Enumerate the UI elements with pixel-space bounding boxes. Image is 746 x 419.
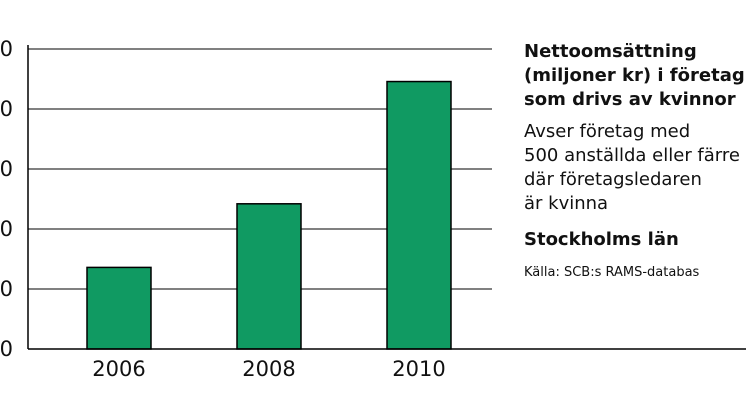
region-label: Stockholms län (524, 229, 679, 250)
y-tick-label: 0 (0, 337, 13, 361)
x-tick-label: 2006 (92, 357, 145, 381)
bar (236, 203, 302, 350)
y-tick-label: 00 (0, 37, 13, 61)
y-tick-label: 00 (0, 97, 13, 121)
y-tick-label: 00 (0, 217, 13, 241)
axes (27, 45, 746, 350)
tick-labels: 00000000000200620082010 (0, 37, 446, 381)
bar (386, 80, 452, 350)
y-tick-label: 00 (0, 277, 13, 301)
x-tick-label: 2008 (242, 357, 295, 381)
side-panel: Nettoomsättning (miljoner kr) i företag … (524, 40, 746, 282)
x-tick-label: 2010 (392, 357, 445, 381)
bars (86, 80, 452, 350)
y-tick-label: 00 (0, 157, 13, 181)
chart-description: Avser företag med 500 anställda eller fä… (524, 121, 740, 214)
source-note: Källa: SCB:s RAMS-databas (524, 265, 700, 280)
chart-title: Nettoomsättning (miljoner kr) i företag … (524, 41, 745, 110)
bar (86, 266, 152, 350)
